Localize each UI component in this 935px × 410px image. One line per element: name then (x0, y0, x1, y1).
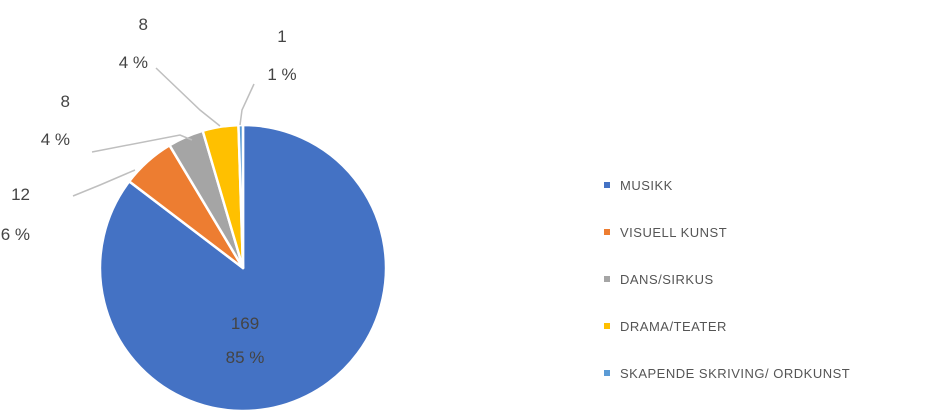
pie-slice-musikk (98, 123, 388, 410)
value-label-musikk: 169 (231, 314, 259, 333)
percent-label-visuell-kunst: 6 % (1, 225, 30, 244)
legend-item-dans-sirkus: DANS/SIRKUS (604, 269, 714, 289)
legend-swatch (604, 276, 610, 282)
legend-swatch (604, 370, 610, 376)
legend-swatch (604, 182, 610, 188)
value-label-skapende-skriving-ordkunst: 1 (277, 27, 286, 46)
leader-line-drama-teater (155, 67, 221, 127)
legend-label: MUSIKK (620, 177, 673, 193)
data-labels: 169 85 % 12 6 % 8 4 % 8 4 % 1 1 % (1, 15, 297, 367)
percent-label-drama-teater: 4 % (119, 53, 148, 72)
leader-line-visuell-kunst (72, 169, 136, 197)
legend-swatch (604, 323, 610, 329)
legend-label: SKAPENDE SKRIVING/ ORDKUNST (620, 365, 851, 381)
legend-label: DRAMA/TEATER (620, 318, 727, 334)
percent-label-musikk: 85 % (226, 348, 265, 367)
legend-item-drama-teater: DRAMA/TEATER (604, 316, 727, 336)
leader-line-skapende-skriving-ordkunst (239, 83, 255, 126)
pie-slices (98, 123, 388, 410)
legend-item-visuell-kunst: VISUELL KUNST (604, 222, 727, 242)
percent-label-skapende-skriving-ordkunst: 1 % (267, 65, 296, 84)
value-label-drama-teater: 8 (139, 15, 148, 34)
value-label-visuell-kunst: 12 (11, 185, 30, 204)
leader-line-dans-sirkus (91, 134, 193, 153)
legend-swatch (604, 229, 610, 235)
leader-lines (72, 67, 255, 197)
legend-label: DANS/SIRKUS (620, 271, 714, 287)
value-label-dans-sirkus: 8 (61, 92, 70, 111)
legend-item-skapende-skriving-ordkunst: SKAPENDE SKRIVING/ ORDKUNST (604, 363, 850, 383)
legend-label: VISUELL KUNST (620, 224, 728, 240)
percent-label-dans-sirkus: 4 % (41, 130, 70, 149)
legend-item-musikk: MUSIKK (604, 175, 673, 195)
